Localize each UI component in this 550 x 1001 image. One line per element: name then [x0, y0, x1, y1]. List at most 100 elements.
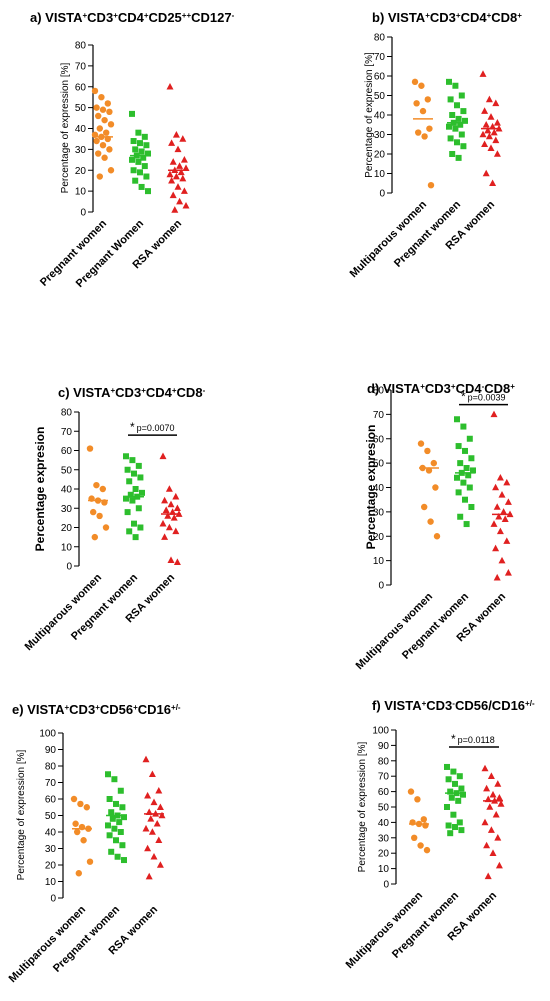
data-point [124, 466, 131, 473]
y-tick-label: 0 [80, 208, 86, 219]
data-point [494, 780, 502, 787]
title-part: CD3 [430, 10, 456, 25]
data-point [492, 544, 500, 552]
panel-title: b) VISTA+CD3+CD4+CD8+ [372, 10, 522, 25]
data-point [93, 137, 100, 145]
y-tick-label: 100 [372, 726, 389, 737]
panel-b: b) VISTA+CD3+CD4+CD8+01020304050607080Pe… [348, 10, 523, 280]
data-point [484, 126, 492, 134]
title-part: - [482, 382, 485, 391]
data-point [466, 435, 473, 442]
y-tick-label: 30 [373, 507, 385, 518]
data-point [165, 523, 173, 531]
y-tick-label: 60 [373, 434, 385, 445]
panel-title: f) VISTA+CD3-CD56/CD16+/- [372, 698, 535, 713]
y-tick-label: 10 [374, 169, 386, 180]
y-tick-label: 90 [45, 745, 57, 756]
data-point [490, 410, 498, 418]
title-part: CD3 [426, 698, 452, 713]
data-point [169, 508, 177, 515]
data-point [489, 179, 497, 187]
y-tick-label: 70 [374, 52, 386, 63]
data-point [139, 489, 145, 496]
data-point [174, 145, 182, 153]
data-point [444, 763, 450, 770]
data-point [173, 504, 181, 512]
data-point [483, 841, 491, 849]
data-point [101, 154, 108, 161]
data-point [129, 497, 136, 504]
data-point [138, 183, 145, 190]
data-point [166, 82, 174, 90]
y-tick-label: 80 [61, 408, 73, 419]
data-point [96, 173, 104, 180]
category-label: Pregnant women [390, 889, 461, 960]
data-point [137, 169, 143, 176]
data-point [142, 824, 150, 832]
data-point [487, 144, 495, 151]
data-point [493, 573, 501, 581]
data-point [418, 82, 425, 89]
data-point [457, 460, 464, 467]
y-tick-label: 30 [45, 844, 57, 855]
category-label: Pregnant Women [74, 217, 147, 290]
title-part: CD3 [425, 381, 451, 396]
y-tick-label: 0 [383, 880, 389, 891]
data-point [489, 790, 497, 798]
panel-a: a) VISTA+CD3+CD4+CD25++CD127-01020304050… [30, 10, 235, 290]
title-part: CD56/CD16 [455, 698, 525, 713]
data-point [479, 70, 487, 77]
data-point [167, 556, 175, 564]
data-point [460, 479, 467, 486]
data-point [411, 78, 419, 86]
data-point [456, 819, 463, 826]
significance-star: * [451, 732, 456, 746]
data-point [452, 780, 458, 787]
y-tick-label: 50 [374, 91, 386, 102]
data-point [179, 135, 187, 142]
data-point [126, 528, 133, 535]
panel-e: e) VISTA+CD3+CD56+CD16+/-010203040506070… [7, 702, 181, 985]
data-point [95, 112, 102, 120]
title-part: + [95, 703, 100, 712]
data-point [150, 798, 158, 806]
y-axis-label: Percentage expresion [364, 425, 378, 550]
y-tick-label: 60 [75, 82, 87, 93]
data-point [148, 770, 156, 778]
data-point [462, 447, 468, 454]
y-tick-label: 20 [378, 849, 390, 860]
y-tick-label: 90 [378, 741, 390, 752]
title-part: + [425, 11, 430, 20]
significance-pvalue: p=0.0118 [458, 735, 495, 745]
data-point [111, 825, 118, 832]
y-tick-label: 30 [61, 504, 73, 515]
title-part: CD25 [149, 10, 182, 25]
title-part: CD56 [100, 702, 133, 717]
data-point [498, 491, 506, 498]
data-point [449, 151, 456, 157]
y-tick-label: 60 [61, 446, 73, 457]
title-part: - [203, 386, 206, 395]
data-point [462, 117, 468, 124]
data-point [495, 512, 503, 520]
data-point [449, 112, 456, 118]
category-label: Pregnant women [400, 590, 471, 661]
data-point [460, 423, 467, 430]
data-point [176, 162, 184, 169]
data-point [169, 158, 177, 165]
title-part: + [420, 382, 425, 391]
data-point [427, 518, 434, 525]
data-point [485, 132, 493, 140]
significance-star: * [461, 390, 466, 404]
y-tick-label: 10 [75, 187, 87, 198]
panel-title: a) VISTA+CD3+CD4+CD25++CD127- [30, 10, 235, 25]
data-point [446, 78, 452, 85]
data-point [106, 108, 113, 116]
title-part: b) VISTA [372, 10, 426, 25]
title-part: CD8 [491, 10, 517, 25]
data-point [142, 755, 150, 763]
data-point [450, 811, 457, 818]
data-point [93, 104, 100, 111]
title-part: + [456, 11, 461, 20]
data-point [454, 474, 460, 481]
